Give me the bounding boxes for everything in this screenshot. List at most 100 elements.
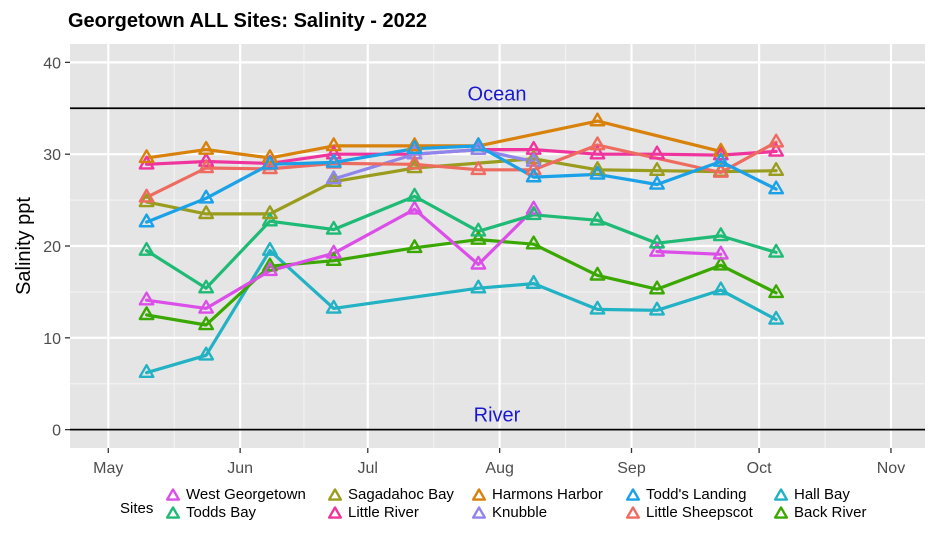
data-point-little-river (589, 145, 606, 160)
legend-key-icon (471, 488, 487, 501)
data-point-todds-bay (589, 211, 606, 226)
y-tick-label: 30 (43, 147, 61, 164)
legend-key-icon (327, 488, 343, 501)
y-tick-label: 0 (52, 423, 61, 440)
data-point-todd-s-landing (198, 189, 215, 204)
data-point-harmons-harbor (198, 140, 215, 155)
legend-label: Back River (794, 504, 867, 521)
data-point-little-river (198, 152, 215, 167)
data-point-todds-bay (649, 234, 665, 249)
y-axis: 0 10 20 30 40 (43, 55, 70, 440)
series-line-sagadahoc-bay (145, 157, 778, 216)
data-point-little-sheepscot (470, 161, 487, 176)
legend-label: Little Sheepscot (646, 504, 754, 521)
data-point-west-georgetown-late-season (649, 242, 665, 257)
legend-key-icon (327, 506, 343, 519)
data-point-west-georgetown (261, 262, 278, 277)
series-line-harmons-harbor (145, 119, 723, 160)
data-point-todd-s-landing (649, 175, 665, 190)
data-point-todd-s-landing (261, 155, 278, 170)
data-point-west-georgetown (138, 291, 155, 306)
data-point-back-river (406, 239, 423, 254)
x-tick-label: Jun (227, 460, 253, 477)
data-point-hall-bay (198, 346, 215, 361)
data-point-back-river (712, 256, 729, 271)
series-markers (138, 112, 785, 379)
data-point-todds-bay (138, 241, 155, 256)
legend-label: Sagadahoc Bay (348, 486, 454, 503)
data-point-hall-bay (525, 274, 542, 289)
data-point-todd-s-landing (325, 153, 342, 168)
data-point-hall-bay (470, 279, 487, 294)
x-tick-label: Oct (747, 460, 772, 477)
data-point-todds-bay (198, 279, 215, 294)
data-point-west-georgetown (525, 200, 542, 215)
series-line-back-river (145, 238, 778, 327)
x-tick-label: Sep (617, 460, 646, 477)
data-point-hall-bay (768, 310, 785, 325)
data-point-little-sheepscot (138, 188, 155, 203)
legend-title: Sites (120, 500, 153, 517)
data-point-back-river (525, 235, 542, 250)
x-axis: May Jun Jul Aug Sep Oct Nov (93, 448, 905, 477)
data-point-sagadahoc-bay (768, 162, 785, 177)
data-point-little-sheepscot (406, 155, 423, 170)
legend-label: Knubble (492, 504, 547, 521)
data-point-hall-bay (261, 241, 278, 256)
data-point-harmons-harbor (138, 149, 155, 164)
data-point-west-georgetown (198, 299, 215, 314)
data-point-little-sheepscot (525, 161, 542, 176)
series-line-hall-bay (145, 249, 778, 375)
data-point-todds-bay (261, 212, 278, 227)
series-line-todd-s-landing (145, 144, 778, 224)
legend-key-icon (625, 506, 641, 519)
y-tick-label: 10 (43, 331, 61, 348)
series-line-west-georgetown-late-season (655, 249, 723, 256)
data-point-todd-s-landing (525, 168, 542, 183)
data-point-knubble (525, 152, 542, 167)
legend-key-icon (625, 488, 641, 501)
x-tick-label: Jul (358, 460, 378, 477)
legend-label: West Georgetown (186, 486, 306, 503)
data-point-little-sheepscot (712, 163, 729, 178)
data-point-harmons-harbor (261, 149, 278, 164)
reference-label-river: River (474, 405, 521, 427)
data-point-todds-bay (768, 243, 785, 258)
data-point-sagadahoc-bay (325, 173, 342, 188)
data-point-sagadahoc-bay (138, 193, 155, 208)
data-point-todds-bay (525, 206, 542, 221)
legend-key-icon (471, 506, 487, 519)
legend-label: Hall Bay (794, 486, 850, 503)
data-point-sagadahoc-bay (261, 205, 278, 220)
data-point-little-sheepscot (589, 136, 606, 151)
data-point-todds-bay (325, 220, 342, 235)
data-point-west-georgetown (406, 200, 423, 215)
data-point-sagadahoc-bay (649, 162, 665, 177)
data-point-knubble (325, 170, 342, 185)
data-point-hall-bay (649, 301, 665, 316)
reference-lines: Ocean River (70, 83, 925, 431)
data-point-little-river (712, 146, 729, 161)
data-point-back-river (198, 316, 215, 331)
data-point-todd-s-landing (138, 213, 155, 228)
data-point-hall-bay (325, 299, 342, 314)
x-tick-label: Nov (877, 460, 905, 477)
data-point-todds-bay (406, 187, 423, 202)
data-point-back-river (768, 284, 785, 299)
data-point-west-georgetown-late-season (712, 245, 729, 260)
data-point-todd-s-landing (406, 139, 423, 154)
data-point-little-sheepscot (261, 160, 278, 175)
data-point-little-river (325, 145, 342, 160)
data-point-back-river (589, 266, 606, 281)
data-point-harmons-harbor (589, 112, 606, 127)
data-point-sagadahoc-bay (406, 159, 423, 174)
series-line-knubble (332, 148, 536, 181)
legend-label: Little River (348, 504, 419, 521)
data-point-little-river (768, 142, 785, 157)
legend-label: Todd's Landing (646, 486, 746, 503)
legend-key-icon (165, 506, 181, 519)
y-tick-label: 40 (43, 55, 61, 72)
legend-key-icon (773, 488, 789, 501)
